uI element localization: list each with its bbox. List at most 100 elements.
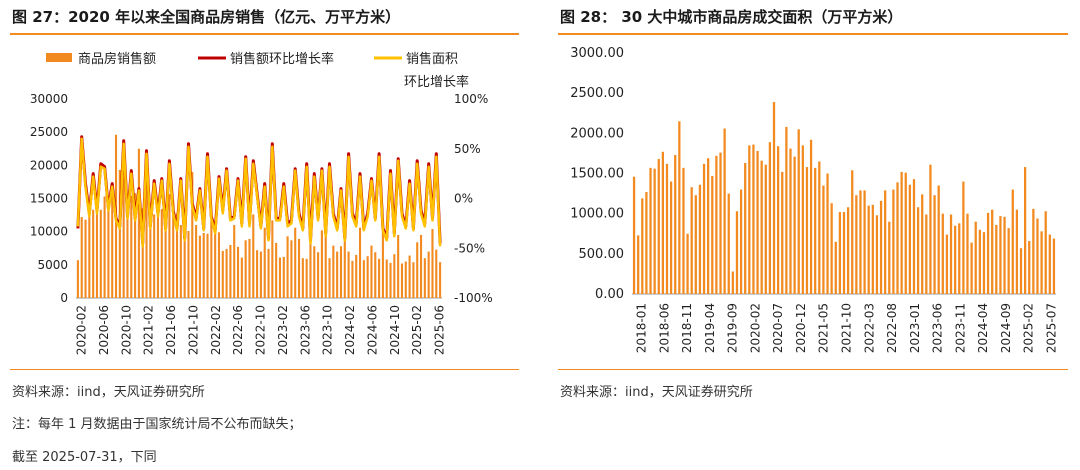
bar-transaction-area xyxy=(954,225,957,294)
bar-sales-amount xyxy=(320,230,323,298)
bar-sales-amount xyxy=(297,238,301,298)
bar-sales-amount xyxy=(103,196,106,298)
bar-sales-amount xyxy=(358,227,362,298)
bar-transaction-area xyxy=(904,172,907,294)
bar-transaction-area xyxy=(744,163,747,294)
legend-label-growth-rate: 销售额环比增长率 xyxy=(230,51,334,67)
bar-sales-amount xyxy=(107,205,110,298)
bar-sales-amount xyxy=(400,263,404,298)
left-y-tick-label: 30000 xyxy=(30,92,68,106)
bar-sales-amount xyxy=(351,260,354,298)
bar-transaction-area xyxy=(735,211,739,294)
right-y-tick-label: 0% xyxy=(454,192,473,206)
bar-sales-amount xyxy=(195,225,198,298)
bar-sales-amount xyxy=(309,219,312,298)
bar-transaction-area xyxy=(974,221,977,294)
bar-transaction-area xyxy=(789,148,792,294)
bar-transaction-area xyxy=(715,155,718,294)
bar-sales-amount xyxy=(172,200,175,298)
x-tick-label: 2022-08 xyxy=(885,303,899,353)
x-tick-label: 2022-02 xyxy=(209,305,223,355)
y-tick-label: 1500.00 xyxy=(570,167,624,182)
bar-sales-amount xyxy=(126,202,129,298)
bar-transaction-area xyxy=(760,160,763,294)
bar-sales-amount xyxy=(206,233,209,298)
x-tick-label: 2022-10 xyxy=(254,305,268,355)
bar-sales-amount xyxy=(301,258,304,298)
bar-transaction-area xyxy=(731,271,734,294)
bar-transaction-area xyxy=(830,203,833,294)
bar-sales-amount xyxy=(362,260,365,298)
bar-sales-amount xyxy=(164,217,167,298)
x-tick-label: 2024-02 xyxy=(343,305,357,355)
bar-sales-amount xyxy=(336,251,339,298)
bar-transaction-area xyxy=(707,158,710,294)
bar-sales-amount xyxy=(80,217,83,298)
bar-sales-amount xyxy=(183,211,186,298)
bar-sales-amount xyxy=(408,255,411,298)
bar-transaction-area xyxy=(859,190,862,294)
bar-transaction-area xyxy=(756,151,759,294)
bar-transaction-area xyxy=(797,129,800,294)
bar-transaction-area xyxy=(641,198,644,294)
bar-transaction-area xyxy=(826,173,829,294)
bar-sales-amount xyxy=(347,251,350,298)
bar-transaction-area xyxy=(1028,240,1031,294)
right-y-tick-label: 100% xyxy=(454,92,488,106)
bar-transaction-area xyxy=(846,207,850,294)
y-tick-label: 3000.00 xyxy=(570,46,624,61)
bar-sales-amount xyxy=(88,200,91,298)
x-tick-label: 2023-02 xyxy=(276,305,290,355)
left-missing-data-note: 注：每年 1 月数据由于国家统计局不公布而缺失； xyxy=(12,417,302,432)
bar-transaction-area xyxy=(793,156,796,294)
y-tick-label: 0.00 xyxy=(595,287,624,302)
bar-transaction-area xyxy=(1015,209,1019,294)
left-bottom-rule xyxy=(10,369,519,370)
bar-transaction-area xyxy=(962,181,965,294)
left-y-tick-label: 10000 xyxy=(30,225,68,239)
bar-transaction-area xyxy=(748,145,751,294)
bar-transaction-area xyxy=(1036,218,1039,294)
bar-sales-amount xyxy=(76,260,79,298)
left-chart-title: 图 27：2020 年以来全国商品房销售（亿元、万平方米） xyxy=(12,8,401,26)
bar-sales-amount xyxy=(198,235,201,298)
x-tick-label: 2022-03 xyxy=(862,303,876,353)
bar-sales-amount xyxy=(267,248,270,298)
x-tick-label: 2024-10 xyxy=(388,305,402,355)
bar-sales-amount xyxy=(95,210,99,298)
x-tick-label: 2025-07 xyxy=(1045,303,1059,353)
bar-sales-amount xyxy=(202,232,205,298)
bar-transaction-area xyxy=(896,182,899,294)
bar-sales-amount xyxy=(229,244,232,298)
bar-transaction-area xyxy=(1048,234,1051,294)
x-tick-label: 2019-09 xyxy=(726,303,740,353)
x-tick-label: 2018-01 xyxy=(635,303,649,353)
x-tick-label: 2022-06 xyxy=(231,305,245,355)
bar-transaction-area xyxy=(719,152,722,294)
bar-transaction-area xyxy=(851,170,854,294)
bar-transaction-area xyxy=(781,171,784,294)
bar-sales-amount xyxy=(145,185,148,298)
bar-sales-amount xyxy=(137,148,140,298)
bar-sales-amount xyxy=(225,248,228,298)
bar-transaction-area xyxy=(690,187,693,294)
bar-transaction-area xyxy=(785,126,788,294)
right-title-rule xyxy=(558,33,1068,35)
bar-transaction-area xyxy=(777,146,780,294)
bar-sales-amount xyxy=(214,221,217,298)
y-tick-label: 500.00 xyxy=(579,247,625,262)
bar-transaction-area xyxy=(739,189,743,294)
bar-sales-amount xyxy=(252,214,255,298)
bar-sales-amount xyxy=(217,232,221,298)
bar-transaction-area xyxy=(941,213,944,294)
x-tick-label: 2020-12 xyxy=(794,303,808,353)
bar-sales-amount xyxy=(156,208,160,298)
bar-sales-amount xyxy=(419,234,423,298)
bar-transaction-area xyxy=(801,145,804,294)
left-y-tick-label: 15000 xyxy=(30,192,68,206)
bar-sales-amount xyxy=(179,225,182,298)
bar-sales-amount xyxy=(130,195,133,298)
x-tick-label: 2025-02 xyxy=(410,305,424,355)
bar-sales-amount xyxy=(236,246,240,298)
bar-transaction-area xyxy=(937,185,940,294)
